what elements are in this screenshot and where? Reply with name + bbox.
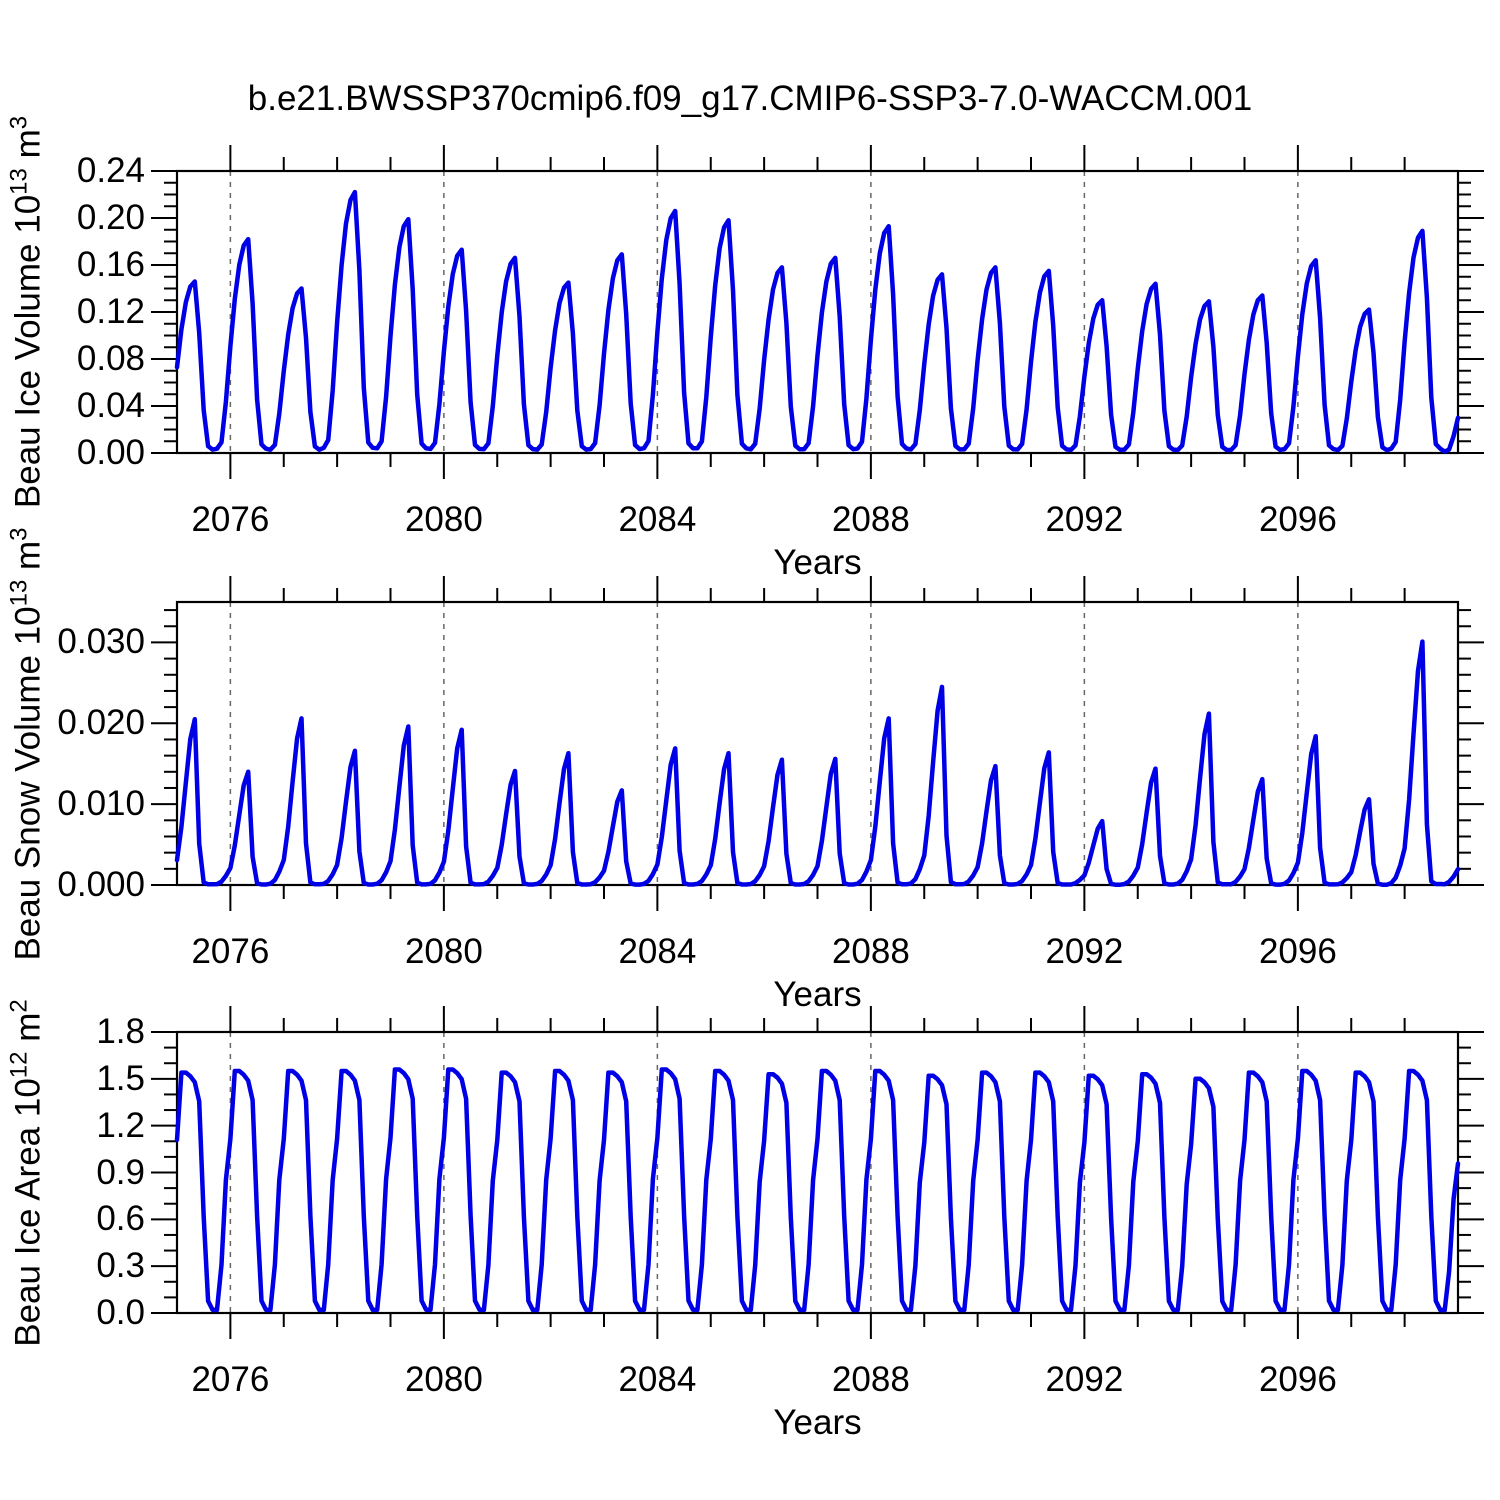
y-tick-label-beau-ice-volume-0.20: 0.20	[76, 198, 145, 237]
y-tick-label-beau-ice-volume-0.12: 0.12	[76, 292, 145, 331]
y-tick-label-beau-ice-area-0.3: 0.3	[96, 1246, 145, 1286]
x-tick-label-beau-snow-volume-2092: 2092	[1045, 932, 1124, 971]
x-tick-label-beau-ice-volume-2076: 2076	[191, 500, 270, 539]
y-axis-title-beau-snow-volume: Beau Snow Volume 1013 m3	[5, 526, 48, 961]
y-tick-label-beau-ice-area-1.8: 1.8	[96, 1012, 145, 1051]
x-axis-title-beau-snow-volume: Years	[773, 975, 862, 1014]
series-line-beau-ice-volume	[174, 189, 1461, 454]
y-tick-label-beau-ice-area-1.5: 1.5	[96, 1058, 145, 1098]
x-tick-label-beau-ice-area-2076: 2076	[191, 1360, 270, 1399]
x-tick-label-beau-ice-area-2092: 2092	[1045, 1360, 1124, 1399]
y-tick-label-beau-ice-area-0.9: 0.9	[96, 1152, 145, 1192]
x-tick-label-beau-ice-volume-2080: 2080	[404, 500, 483, 539]
x-tick-label-beau-ice-area-2096: 2096	[1258, 1360, 1337, 1399]
y-tick-label-beau-ice-volume-0.08: 0.08	[76, 339, 145, 378]
x-tick-label-beau-ice-area-2084: 2084	[618, 1360, 697, 1399]
x-tick-label-beau-ice-volume-2088: 2088	[831, 500, 910, 539]
chart-title: b.e21.BWSSP370cmip6.f09_g17.CMIP6-SSP3-7…	[247, 79, 1253, 118]
y-tick-label-beau-ice-volume-0.24: 0.24	[76, 151, 145, 190]
x-tick-label-beau-snow-volume-2088: 2088	[831, 932, 910, 971]
panel-frame-beau-ice-area	[175, 1030, 1460, 1315]
x-tick-label-beau-snow-volume-2076: 2076	[191, 932, 270, 971]
y-tick-label-beau-ice-volume-0.16: 0.16	[76, 245, 145, 284]
series-line-beau-ice-area	[174, 1067, 1461, 1313]
y-tick-label-beau-snow-volume-0.000: 0.000	[57, 865, 145, 904]
x-tick-label-beau-ice-volume-2084: 2084	[618, 500, 697, 539]
y-tick-label-beau-ice-volume-0.00: 0.00	[76, 433, 145, 472]
x-tick-label-beau-ice-volume-2092: 2092	[1045, 500, 1124, 539]
x-tick-label-beau-snow-volume-2096: 2096	[1258, 932, 1337, 971]
x-tick-label-beau-ice-volume-2096: 2096	[1258, 500, 1337, 539]
y-axis-title-beau-ice-area: Beau Ice Area 1012 m2	[5, 998, 48, 1347]
y-tick-label-beau-ice-area-1.2: 1.2	[96, 1105, 145, 1145]
series-line-beau-snow-volume	[174, 639, 1461, 887]
x-axis-title-beau-ice-volume: Years	[773, 543, 862, 582]
y-tick-label-beau-ice-area-0.0: 0.0	[96, 1293, 145, 1332]
x-tick-label-beau-snow-volume-2080: 2080	[404, 932, 483, 971]
y-tick-label-beau-snow-volume-0.010: 0.010	[57, 784, 145, 824]
y-tick-label-beau-ice-area-0.6: 0.6	[96, 1199, 145, 1239]
x-axis-title-beau-ice-area: Years	[773, 1403, 862, 1442]
y-axis-title-beau-ice-volume: Beau Ice Volume 1013 m3	[5, 115, 48, 509]
x-tick-label-beau-ice-area-2088: 2088	[831, 1360, 910, 1399]
y-tick-label-beau-snow-volume-0.020: 0.020	[57, 703, 145, 743]
y-tick-label-beau-snow-volume-0.030: 0.030	[57, 622, 145, 662]
y-tick-label-beau-ice-volume-0.04: 0.04	[76, 386, 145, 425]
x-tick-label-beau-snow-volume-2084: 2084	[618, 932, 697, 971]
x-tick-label-beau-ice-area-2080: 2080	[404, 1360, 483, 1399]
